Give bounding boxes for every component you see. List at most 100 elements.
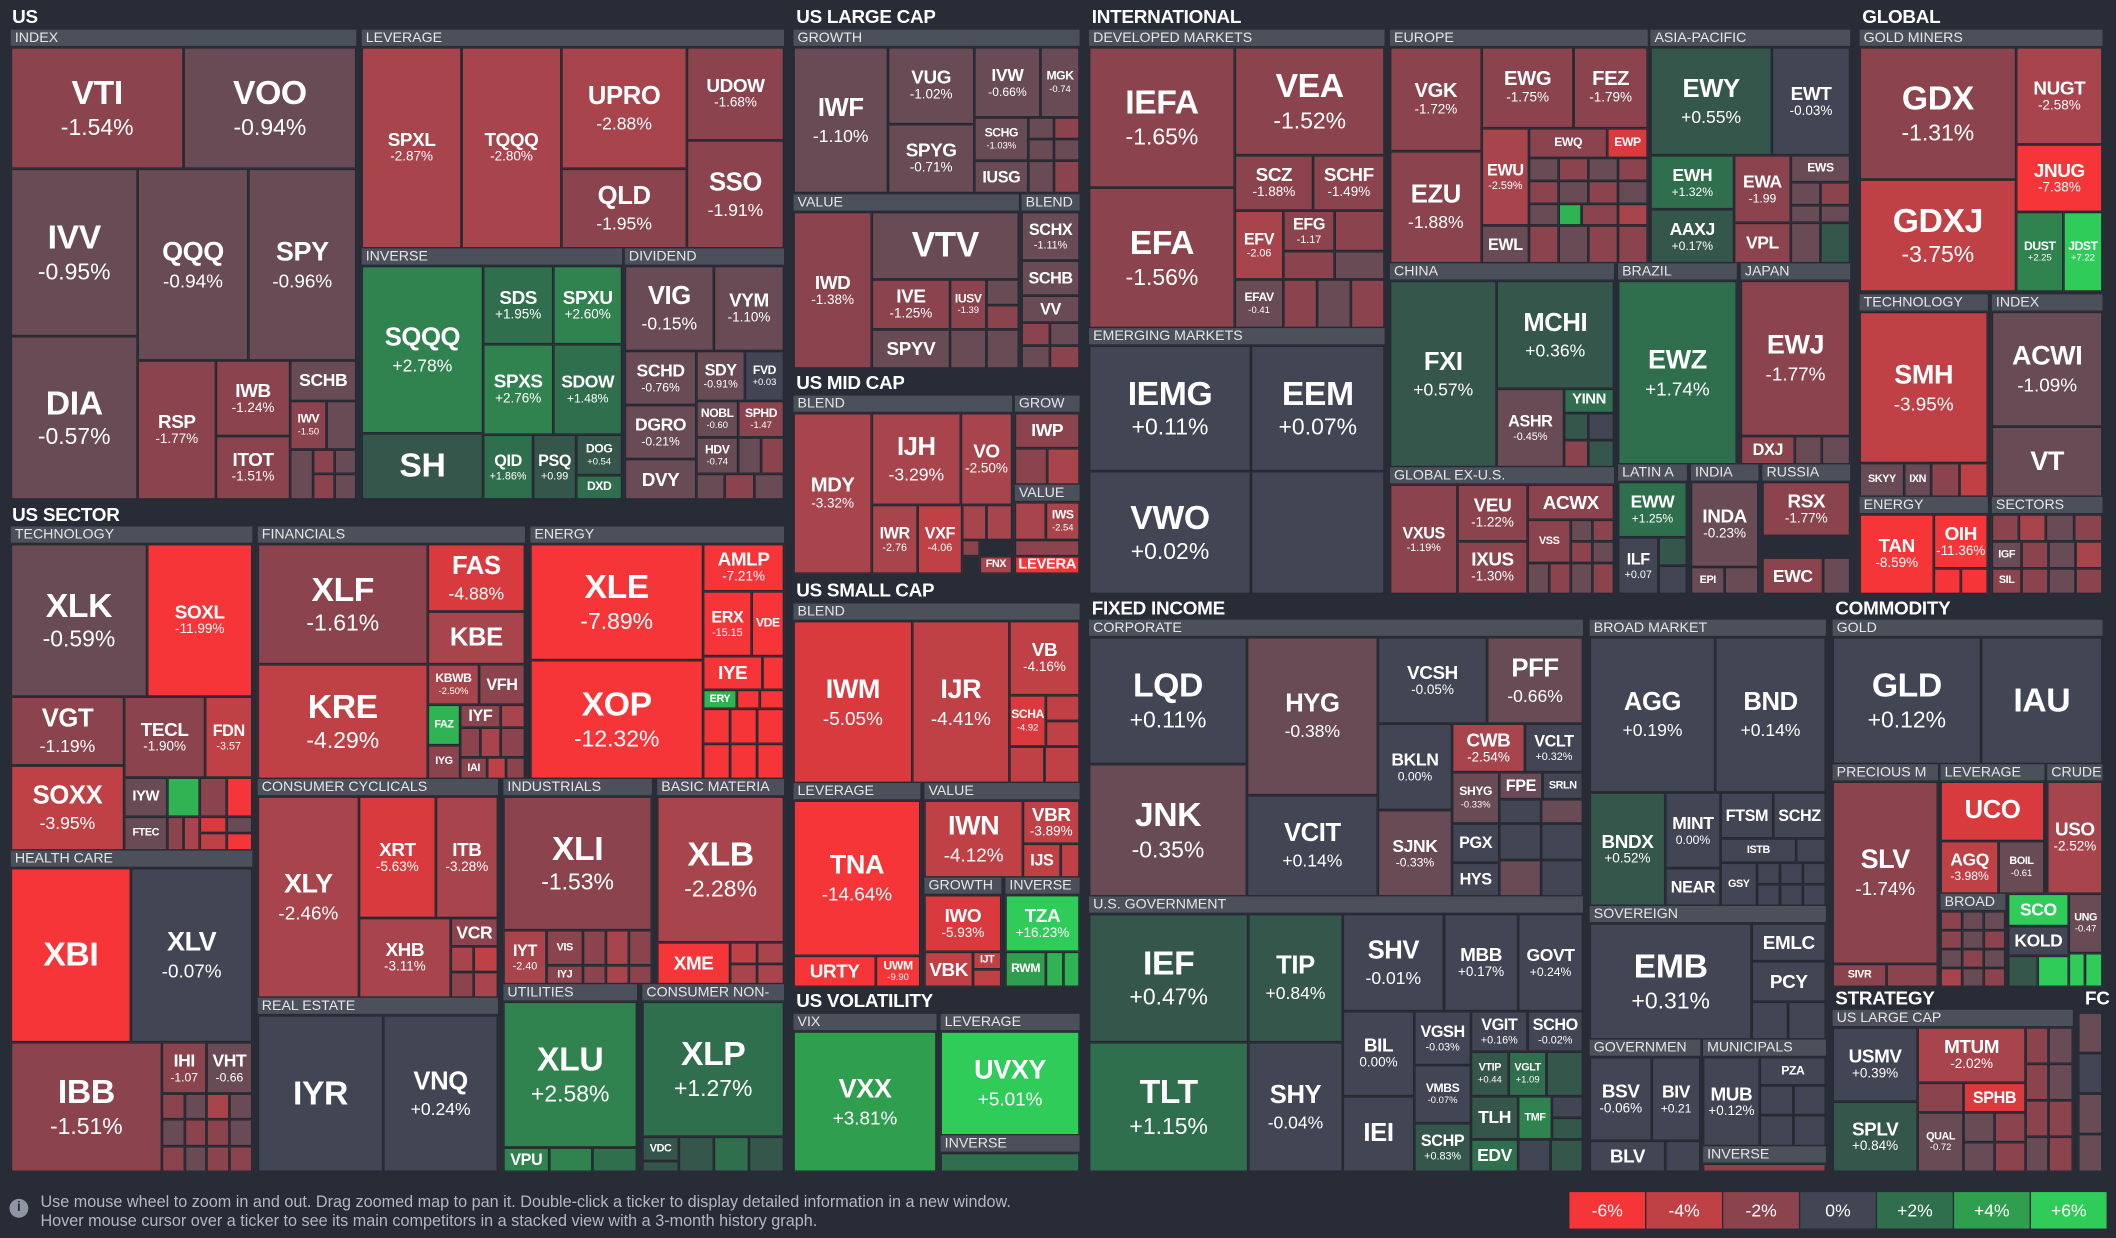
ticker-tile[interactable] <box>1588 413 1614 441</box>
ticker-tile-sds[interactable]: SDS +1.95% <box>483 265 554 345</box>
ticker-tile[interactable] <box>986 329 1019 369</box>
ticker-tile-ftec[interactable]: FTEC <box>124 816 168 851</box>
ticker-tile[interactable] <box>1592 541 1614 563</box>
ticker-tile-tan[interactable]: TAN -8.59% <box>1859 514 1934 595</box>
ticker-tile-schf[interactable]: SCHF -1.49% <box>1313 155 1385 211</box>
ticker-tile[interactable] <box>1549 562 1571 595</box>
ticker-tile[interactable] <box>1592 519 1614 542</box>
ticker-tile[interactable] <box>1788 1001 1826 1040</box>
ticker-tile[interactable] <box>500 727 525 758</box>
ticker-tile-levera[interactable]: LEVERA <box>1014 556 1080 574</box>
ticker-tile[interactable] <box>1499 859 1542 897</box>
ticker-tile[interactable] <box>2068 953 2085 987</box>
ticker-tile-usmv[interactable]: USMV +0.39% <box>1832 1027 1918 1102</box>
ticker-tile[interactable] <box>1963 1112 1995 1143</box>
ticker-tile-iye[interactable]: IYE <box>703 656 763 690</box>
ticker-tile-inda[interactable]: INDA -0.23% <box>1690 481 1759 568</box>
ticker-tile-spyg[interactable]: SPYG -0.71% <box>887 124 975 194</box>
ticker-tile[interactable] <box>1045 951 1064 987</box>
ticker-tile-kold[interactable]: KOLD <box>2008 926 2069 956</box>
ticker-tile-dog[interactable]: DOG +0.54 <box>576 434 623 476</box>
ticker-tile[interactable] <box>1757 862 1780 885</box>
ticker-tile-biv[interactable]: BIV +0.21 <box>1651 1057 1701 1141</box>
ticker-tile[interactable] <box>473 946 498 973</box>
ticker-tile-kre[interactable]: KRE -4.29% <box>257 664 428 779</box>
ticker-tile[interactable] <box>696 473 725 500</box>
ticker-tile[interactable] <box>2037 955 2069 987</box>
ticker-tile-istb[interactable]: ISTB <box>1720 838 1797 863</box>
ticker-tile-vpu[interactable]: VPU <box>503 1147 550 1172</box>
ticker-tile-vpl[interactable]: VPL <box>1734 222 1791 264</box>
ticker-tile-iwn[interactable]: IWN -4.12% <box>924 800 1023 878</box>
ticker-tile-oih[interactable]: OIH -11.36% <box>1933 514 1988 569</box>
ticker-tile-schx[interactable]: SCHX -1.11% <box>1021 211 1080 261</box>
ticker-tile-splv[interactable]: SPLV +0.84% <box>1832 1101 1918 1172</box>
ticker-tile[interactable] <box>2025 1027 2049 1064</box>
ticker-tile-sh[interactable]: SH <box>361 433 484 500</box>
ticker-tile-iyf[interactable]: IYF <box>460 704 501 728</box>
ticker-tile-nobl[interactable]: NOBL -0.60 <box>696 400 739 438</box>
ticker-tile-rwm[interactable]: RWM <box>1005 951 1046 987</box>
ticker-tile[interactable] <box>628 965 652 985</box>
ticker-tile-vxf[interactable]: VXF -4.06 <box>917 504 963 574</box>
ticker-tile[interactable] <box>229 1119 253 1147</box>
ticker-tile[interactable] <box>1820 222 1851 264</box>
ticker-tile[interactable] <box>226 832 253 851</box>
ticker-tile-bndx[interactable]: BNDX +0.52% <box>1589 792 1666 906</box>
ticker-tile-bsv[interactable]: BSV -0.06% <box>1589 1057 1652 1141</box>
ticker-tile[interactable] <box>1334 210 1385 252</box>
ticker-tile-mub[interactable]: MUB +0.12% <box>1703 1057 1760 1147</box>
ticker-tile[interactable] <box>199 816 227 833</box>
ticker-tile-iwm[interactable]: IWM -5.05% <box>793 621 913 784</box>
ticker-tile-tna[interactable]: TNA -14.64% <box>793 800 921 956</box>
ticker-tile-xhb[interactable]: XHB -3.11% <box>358 918 451 998</box>
ticker-tile-vss[interactable]: VSS <box>1527 519 1571 563</box>
ticker-tile-vv[interactable]: VV <box>1021 295 1080 323</box>
ticker-tile-iyw[interactable]: IYW <box>124 777 168 817</box>
ticker-tile[interactable] <box>1991 514 2019 542</box>
ticker-tile[interactable] <box>326 400 357 450</box>
ticker-tile-ewt[interactable]: EWT -0.03% <box>1771 47 1851 156</box>
ticker-tile-iwv[interactable]: IWV -1.50 <box>290 400 327 450</box>
ticker-tile[interactable] <box>738 437 762 474</box>
ticker-tile[interactable] <box>1581 203 1619 226</box>
ticker-tile[interactable] <box>1933 568 1961 595</box>
ticker-tile[interactable] <box>1528 157 1559 181</box>
ticker-tile[interactable] <box>1779 884 1803 906</box>
ticker-tile-kbe[interactable]: KBE <box>427 611 525 665</box>
ticker-tile-nugt[interactable]: NUGT -2.58% <box>2016 47 2103 145</box>
ticker-tile[interactable] <box>161 1146 185 1172</box>
ticker-tile[interactable] <box>1558 157 1589 181</box>
ticker-tile-sphd[interactable]: SPHD -1.47 <box>738 400 785 438</box>
ticker-tile-iemg[interactable]: IEMG +0.11% <box>1089 345 1251 472</box>
ticker-tile-iusv[interactable]: IUSV -1.39 <box>950 279 987 330</box>
ticker-tile-itot[interactable]: ITOT -1.51% <box>215 436 291 500</box>
ticker-tile-fas[interactable]: FAS -4.88% <box>427 544 525 612</box>
ticker-tile[interactable] <box>1021 322 1050 346</box>
ticker-tile[interactable] <box>1499 799 1542 824</box>
ticker-tile-vtv[interactable]: VTV <box>871 211 1019 280</box>
ticker-tile-vbr[interactable]: VBR -3.89% <box>1022 800 1080 844</box>
ticker-tile[interactable] <box>2021 541 2049 569</box>
ticker-tile[interactable] <box>1790 205 1821 223</box>
ticker-tile-mdy[interactable]: MDY -3.32% <box>793 413 872 574</box>
ticker-tile-dvy[interactable]: DVY <box>624 459 697 500</box>
ticker-tile-hdv[interactable]: HDV -0.74 <box>696 437 739 474</box>
ticker-tile-skyy[interactable]: SKYY <box>1859 463 1905 497</box>
ticker-tile-spyv[interactable]: SPYV <box>871 329 951 369</box>
ticker-tile-agg[interactable]: AGG +0.19% <box>1589 637 1716 793</box>
ticker-tile-vig[interactable]: VIG -0.15% <box>624 265 714 352</box>
ticker-tile[interactable] <box>757 963 785 985</box>
ticker-tile-tip[interactable]: TIP +0.84% <box>1248 913 1343 1043</box>
ticker-tile[interactable] <box>184 1119 207 1147</box>
ticker-tile-cwb[interactable]: CWB -2.54% <box>1452 723 1525 773</box>
ticker-tile-pgx[interactable]: PGX <box>1452 823 1500 863</box>
ticker-tile-ewu[interactable]: EWU -2.59% <box>1481 128 1529 226</box>
ticker-tile-fez[interactable]: FEZ -1.79% <box>1573 47 1648 129</box>
ticker-tile[interactable] <box>1570 562 1593 595</box>
ticker-tile-acwi[interactable]: ACWI -1.09% <box>1991 311 2103 427</box>
ticker-tile-jnk[interactable]: JNK -0.35% <box>1089 764 1247 897</box>
ticker-tile-ezu[interactable]: EZU -1.88% <box>1389 151 1482 264</box>
ticker-tile[interactable] <box>1983 949 2006 968</box>
ticker-tile-psq[interactable]: PSQ +0.99 <box>533 434 577 500</box>
